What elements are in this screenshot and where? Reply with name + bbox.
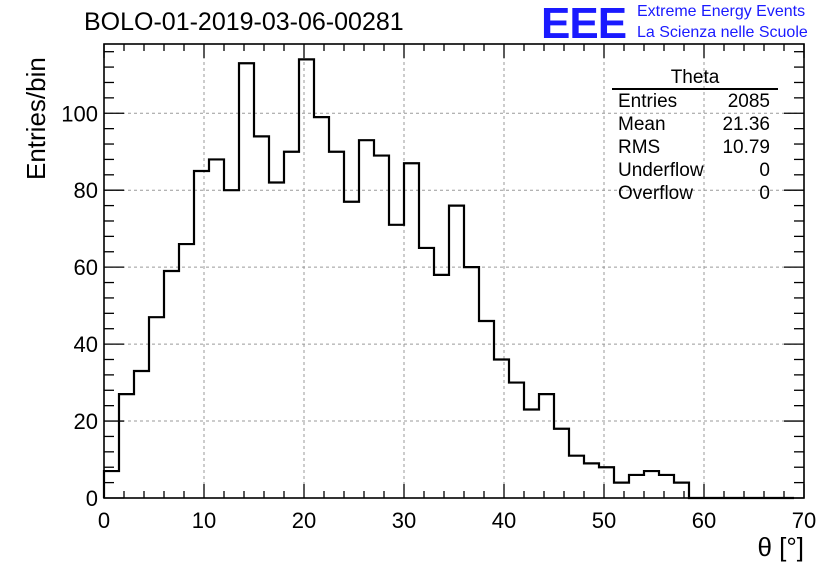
x-tick-label: 20 — [292, 508, 316, 533]
histogram-bin — [314, 117, 329, 498]
histogram-bin — [629, 475, 644, 498]
histogram-bin — [464, 267, 479, 498]
histogram-bin — [539, 394, 554, 498]
histogram-bin — [569, 456, 584, 498]
histogram-bin — [674, 483, 689, 498]
histogram-bin — [119, 394, 134, 498]
histogram-bin — [644, 471, 659, 498]
stats-value: 10.79 — [722, 137, 770, 158]
stats-box: Theta Entries 2085 Mean 21.36 RMS 10.79 … — [610, 68, 778, 205]
x-tick-label: 30 — [392, 508, 416, 533]
histogram-bin — [134, 371, 149, 498]
logo-subtitle-line1: Extreme Energy Events — [637, 3, 806, 20]
y-tick-label: 100 — [61, 101, 98, 126]
y-tick-label: 60 — [74, 255, 98, 280]
logo-subtitle-line2: La Scienza nelle Scuole — [637, 24, 808, 41]
histogram-bin — [359, 140, 374, 498]
page-title: BOLO-01-2019-03-06-00281 — [84, 8, 404, 36]
stats-label: RMS — [618, 137, 661, 158]
x-tick-label: 10 — [192, 508, 216, 533]
histogram-bin — [104, 471, 119, 498]
histogram-bin — [284, 152, 299, 498]
histogram-bin — [494, 359, 509, 498]
stats-row-underflow: Underflow 0 — [610, 159, 778, 182]
histogram-bin — [179, 244, 194, 498]
histogram-line — [102, 58, 794, 500]
stats-label: Underflow — [618, 160, 704, 181]
x-tick-label: 40 — [492, 508, 516, 533]
stats-value: 2085 — [727, 91, 770, 112]
stats-row-entries: Entries 2085 — [610, 90, 778, 113]
x-tick-label: 70 — [792, 508, 816, 533]
y-axis-label: Entries/bin — [21, 57, 51, 180]
x-tick-label: 0 — [98, 508, 110, 533]
histogram-bin — [269, 183, 284, 498]
stats-title: Theta — [612, 68, 778, 90]
stats-row-overflow: Overflow 0 — [610, 182, 778, 205]
histogram-bin — [419, 248, 434, 498]
histogram-bin — [449, 206, 464, 498]
plot-frame — [103, 43, 805, 499]
stats-label: Entries — [618, 91, 678, 112]
histogram-bin — [389, 225, 404, 498]
histogram-bin — [164, 271, 179, 498]
y-tick-label: 0 — [86, 486, 98, 511]
stats-label: Overflow — [618, 183, 693, 204]
histogram-bin — [524, 410, 539, 498]
histogram-bin — [659, 475, 674, 498]
histogram-bin — [479, 321, 494, 498]
histogram-bin — [329, 152, 344, 498]
histogram-bin — [374, 156, 389, 498]
histogram-bin — [299, 59, 314, 498]
eee-logo: EEE — [541, 0, 627, 48]
histogram-bin — [554, 429, 569, 498]
histogram-bin — [344, 202, 359, 498]
x-tick-label: 60 — [692, 508, 716, 533]
histogram-bin — [599, 467, 614, 498]
stats-row-mean: Mean 21.36 — [610, 113, 778, 136]
histogram-bin — [584, 463, 599, 498]
histogram-bin — [149, 317, 164, 498]
histogram-bin — [404, 163, 419, 498]
histogram-bin — [509, 383, 524, 498]
stats-row-rms: RMS 10.79 — [610, 136, 778, 159]
histogram-bin — [614, 483, 629, 498]
x-tick-label: 50 — [592, 508, 616, 533]
histogram-bin — [434, 275, 449, 498]
y-tick-label: 40 — [74, 332, 98, 357]
x-axis-label: θ [°] — [757, 532, 804, 562]
stats-value: 21.36 — [722, 114, 770, 135]
y-tick-label: 20 — [74, 409, 98, 434]
y-tick-label: 80 — [74, 178, 98, 203]
stats-label: Mean — [618, 114, 666, 135]
stats-value: 0 — [759, 183, 770, 204]
histogram-bin — [209, 159, 224, 498]
histogram-bin — [194, 171, 209, 498]
stats-value: 0 — [759, 160, 770, 181]
histogram-bin — [239, 63, 254, 498]
